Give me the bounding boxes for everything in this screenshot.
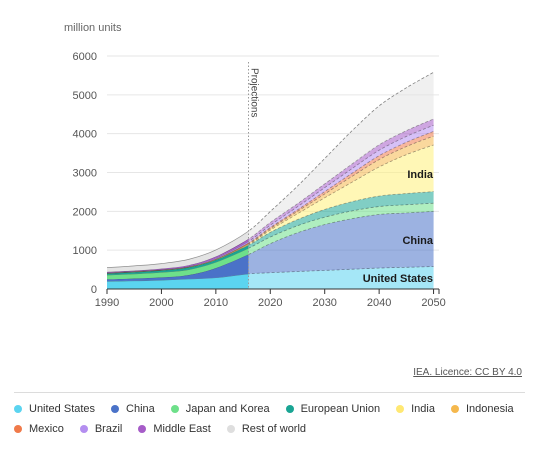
legend-item-european-union[interactable]: European Union: [285, 402, 381, 416]
annotations: India China United States: [363, 169, 434, 285]
x-tick-label: 2050: [421, 297, 445, 309]
area-rest-of-world-projection[interactable]: [107, 72, 434, 272]
area-rest-of-world-line: [107, 230, 249, 268]
stacked-areas: [107, 71, 434, 290]
y-tick-label: 5000: [73, 90, 97, 102]
area-china-projection[interactable]: [107, 211, 434, 281]
legend-item-japan-and-korea[interactable]: Japan and Korea: [170, 402, 270, 416]
legend-divider: [14, 392, 525, 393]
x-tick-label: 2030: [312, 297, 336, 309]
legend-dot-icon: [138, 425, 147, 433]
area-united-states-projection[interactable]: [107, 266, 434, 290]
legend-dot-icon: [226, 425, 235, 433]
area-india-projection[interactable]: [107, 144, 434, 274]
area-united-states-historical[interactable]: [107, 267, 434, 290]
legend-dot-icon: [111, 405, 120, 413]
area-middle-east-historical[interactable]: [107, 119, 434, 273]
legend-label: Japan and Korea: [185, 403, 270, 415]
legend-item-brazil[interactable]: Brazil: [79, 422, 123, 436]
legend-item-china[interactable]: China: [111, 402, 155, 416]
licence-link[interactable]: IEA. Licence: CC BY 4.0: [413, 367, 522, 378]
area-brazil-historical[interactable]: [107, 125, 434, 273]
area-middle-east-projection[interactable]: [107, 118, 434, 273]
x-tick-label: 2010: [204, 297, 228, 309]
projection-overlay: Projections: [248, 62, 260, 289]
x-tick-label: 1990: [95, 297, 119, 309]
legend-label: Brazil: [94, 423, 123, 435]
area-indonesia-projection[interactable]: [107, 136, 434, 273]
x-tick-label: 2040: [367, 297, 391, 309]
y-tick-label: 6000: [73, 51, 97, 63]
area-brazil-projection[interactable]: [107, 125, 434, 273]
area-rest-of-world-historical[interactable]: [107, 72, 434, 272]
legend-label: China: [126, 403, 155, 415]
area-china-historical[interactable]: [107, 211, 434, 282]
legend-dot-icon: [79, 425, 88, 433]
legend-dot-icon: [450, 405, 459, 413]
legend: United States China Japan and Korea Europea…: [14, 402, 524, 436]
legend-dot-icon: [396, 405, 405, 413]
y-tick-label: 0: [91, 284, 97, 296]
axes: 0 1000 2000 3000 4000 5000 6000 1990 2000 2010 202…: [73, 51, 446, 309]
legend-item-united-states[interactable]: United States: [14, 402, 95, 416]
area-japan-and-korea-projection[interactable]: [107, 203, 434, 279]
legend-label: Middle East: [153, 423, 211, 435]
chart-area: Projections 0 1000 2000 3000 4000 5000 6000 199…: [73, 51, 446, 309]
legend-label: United States: [29, 403, 96, 415]
y-axis-unit-label: million units: [64, 22, 122, 34]
legend-dot-icon: [285, 405, 294, 413]
legend-dot-icon: [14, 405, 22, 413]
legend-label: Rest of world: [241, 423, 307, 435]
y-tick-label: 2000: [73, 206, 97, 218]
legend-dot-icon: [14, 425, 22, 433]
legend-item-india[interactable]: India: [396, 402, 435, 416]
legend-label: European Union: [300, 403, 381, 415]
legend-item-indonesia[interactable]: Indonesia: [450, 402, 514, 416]
area-mexico-projection[interactable]: [107, 131, 434, 273]
x-tick-label: 2020: [258, 297, 282, 309]
legend-item-rest-of-world[interactable]: Rest of world: [226, 422, 307, 436]
area-japan-and-korea-historical[interactable]: [107, 203, 434, 280]
legend-label: Mexico: [29, 423, 64, 435]
y-tick-label: 1000: [73, 245, 97, 257]
area-european-union-projection[interactable]: [107, 191, 434, 276]
legend-item-mexico[interactable]: Mexico: [14, 422, 64, 436]
projection-label: Projections: [249, 68, 260, 117]
annotation-india: India: [407, 169, 434, 181]
legend-item-middle-east[interactable]: Middle East: [138, 422, 211, 436]
legend-label: India: [411, 403, 435, 415]
legend-label: Indonesia: [465, 403, 514, 415]
annotation-china: China: [402, 235, 433, 247]
y-tick-label: 4000: [73, 129, 97, 141]
annotation-united-states: United States: [363, 273, 433, 285]
legend-dot-icon: [170, 405, 179, 413]
y-tick-label: 3000: [73, 168, 97, 180]
x-tick-label: 2000: [149, 297, 173, 309]
